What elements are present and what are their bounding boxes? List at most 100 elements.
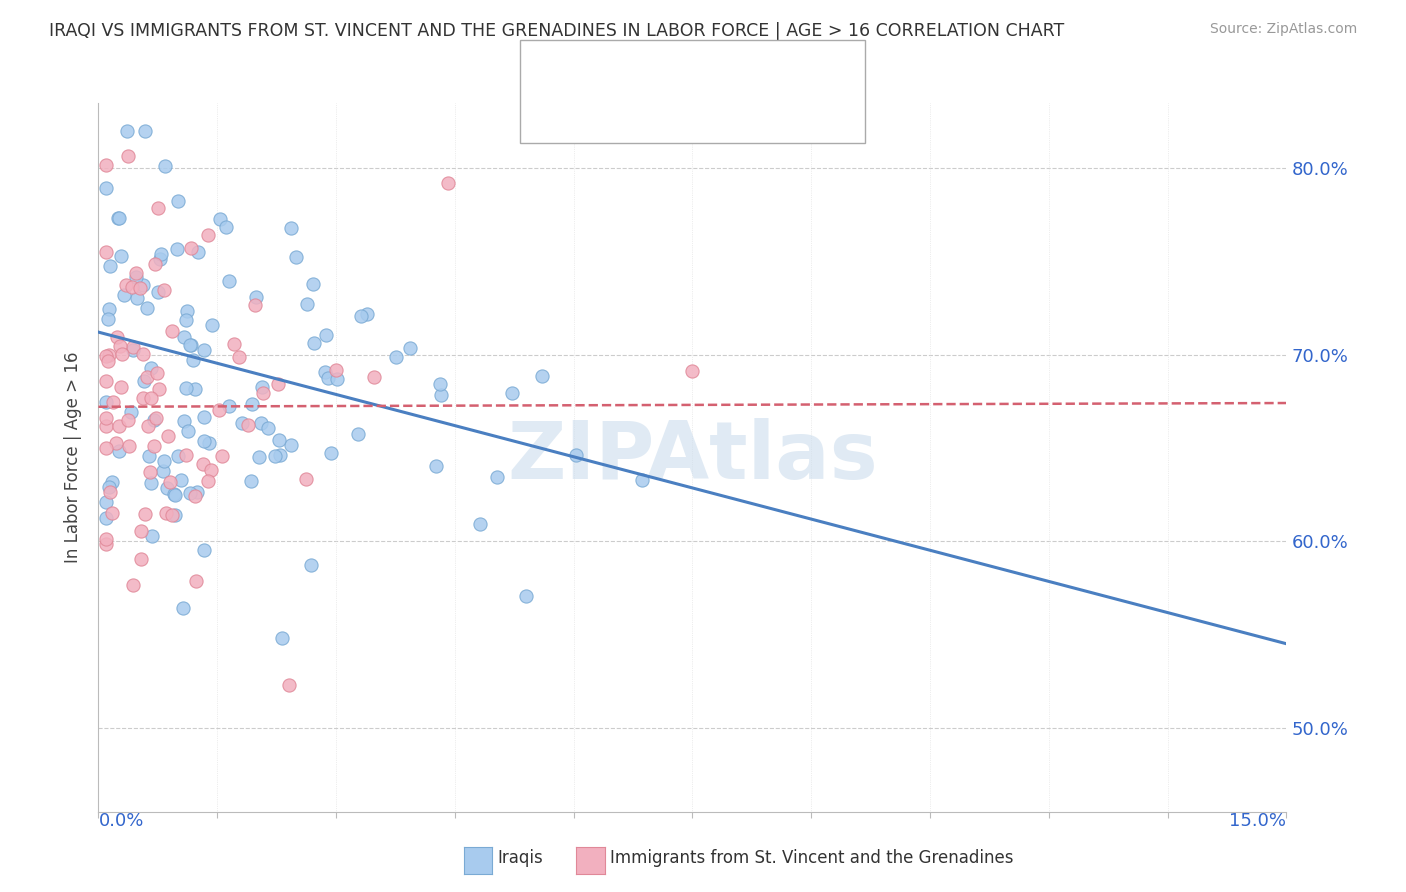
Point	[176, 313, 198, 327]
Point	[257, 421, 280, 435]
Point	[101, 506, 124, 520]
Point	[231, 416, 253, 430]
Point	[159, 475, 181, 489]
Point	[208, 212, 231, 227]
Point	[139, 476, 162, 491]
Point	[157, 428, 180, 442]
Point	[200, 463, 222, 477]
Point	[132, 278, 155, 293]
Point	[131, 524, 153, 539]
Point	[115, 123, 138, 137]
Point	[136, 418, 159, 433]
Point	[98, 484, 121, 499]
Point	[114, 278, 136, 293]
Point	[139, 361, 162, 376]
Point	[193, 542, 215, 557]
Point	[218, 274, 240, 288]
Point	[97, 312, 120, 326]
Point	[236, 417, 259, 432]
Point	[101, 475, 124, 489]
Point	[163, 486, 186, 500]
Point	[156, 481, 179, 495]
Point	[173, 413, 195, 427]
Point	[122, 578, 145, 592]
Point	[153, 284, 176, 298]
Point	[285, 250, 308, 264]
Point	[180, 337, 202, 351]
Point	[96, 410, 118, 425]
Point	[172, 600, 194, 615]
Text: R =  0.003   N =  72: R = 0.003 N = 72	[591, 100, 772, 118]
Point	[429, 376, 451, 391]
Point	[215, 220, 238, 235]
Point	[160, 508, 183, 522]
Point	[97, 354, 120, 368]
Point	[148, 285, 170, 299]
Point	[197, 228, 219, 243]
Text: 15.0%: 15.0%	[1229, 812, 1286, 830]
Point	[468, 516, 491, 531]
Point	[240, 397, 263, 411]
Point	[208, 403, 231, 417]
Point	[531, 368, 554, 383]
Point	[249, 416, 271, 430]
Point	[148, 383, 170, 397]
Text: ZIPAtlas: ZIPAtlas	[508, 418, 877, 496]
Point	[350, 309, 373, 323]
Point	[125, 270, 148, 285]
Point	[110, 249, 132, 263]
Point	[108, 338, 131, 352]
Point	[96, 511, 118, 525]
Point	[184, 489, 207, 503]
Point	[118, 439, 141, 453]
Point	[125, 291, 148, 305]
Point	[430, 388, 453, 402]
Point	[565, 448, 588, 462]
Point	[166, 242, 188, 256]
Point	[247, 450, 270, 465]
Point	[143, 413, 166, 427]
Point	[134, 123, 156, 137]
Point	[384, 350, 406, 364]
Point	[319, 446, 342, 460]
Point	[193, 410, 215, 425]
Point	[96, 244, 118, 259]
Point	[138, 449, 160, 463]
Point	[314, 365, 336, 379]
Point	[250, 380, 273, 394]
Point	[104, 436, 127, 450]
Point	[191, 458, 214, 472]
Point	[347, 427, 370, 442]
Point	[96, 495, 118, 509]
Point	[173, 330, 195, 344]
Point	[96, 537, 118, 551]
Point	[167, 194, 190, 208]
Point	[186, 484, 208, 499]
Point	[101, 394, 124, 409]
Point	[135, 301, 157, 316]
Point	[129, 551, 152, 566]
Point	[132, 391, 155, 405]
Text: R = -0.403   N = 105: R = -0.403 N = 105	[591, 64, 779, 82]
Point	[97, 480, 120, 494]
Point	[139, 465, 162, 479]
Point	[174, 381, 197, 395]
Point	[224, 337, 246, 351]
Point	[121, 280, 143, 294]
Point	[166, 449, 188, 463]
Point	[96, 157, 118, 171]
Point	[96, 442, 118, 456]
Point	[111, 346, 134, 360]
Text: IRAQI VS IMMIGRANTS FROM ST. VINCENT AND THE GRENADINES IN LABOR FORCE | AGE > 1: IRAQI VS IMMIGRANTS FROM ST. VINCENT AND…	[49, 22, 1064, 40]
Point	[117, 413, 139, 427]
Point	[110, 380, 132, 394]
Point	[136, 370, 159, 384]
Point	[98, 348, 121, 362]
Point	[197, 474, 219, 488]
Point	[181, 352, 204, 367]
Text: Immigrants from St. Vincent and the Grenadines: Immigrants from St. Vincent and the Gren…	[610, 849, 1014, 867]
Point	[155, 507, 177, 521]
Y-axis label: In Labor Force | Age > 16: In Labor Force | Age > 16	[65, 351, 83, 563]
Point	[146, 366, 169, 380]
Point	[180, 241, 202, 255]
